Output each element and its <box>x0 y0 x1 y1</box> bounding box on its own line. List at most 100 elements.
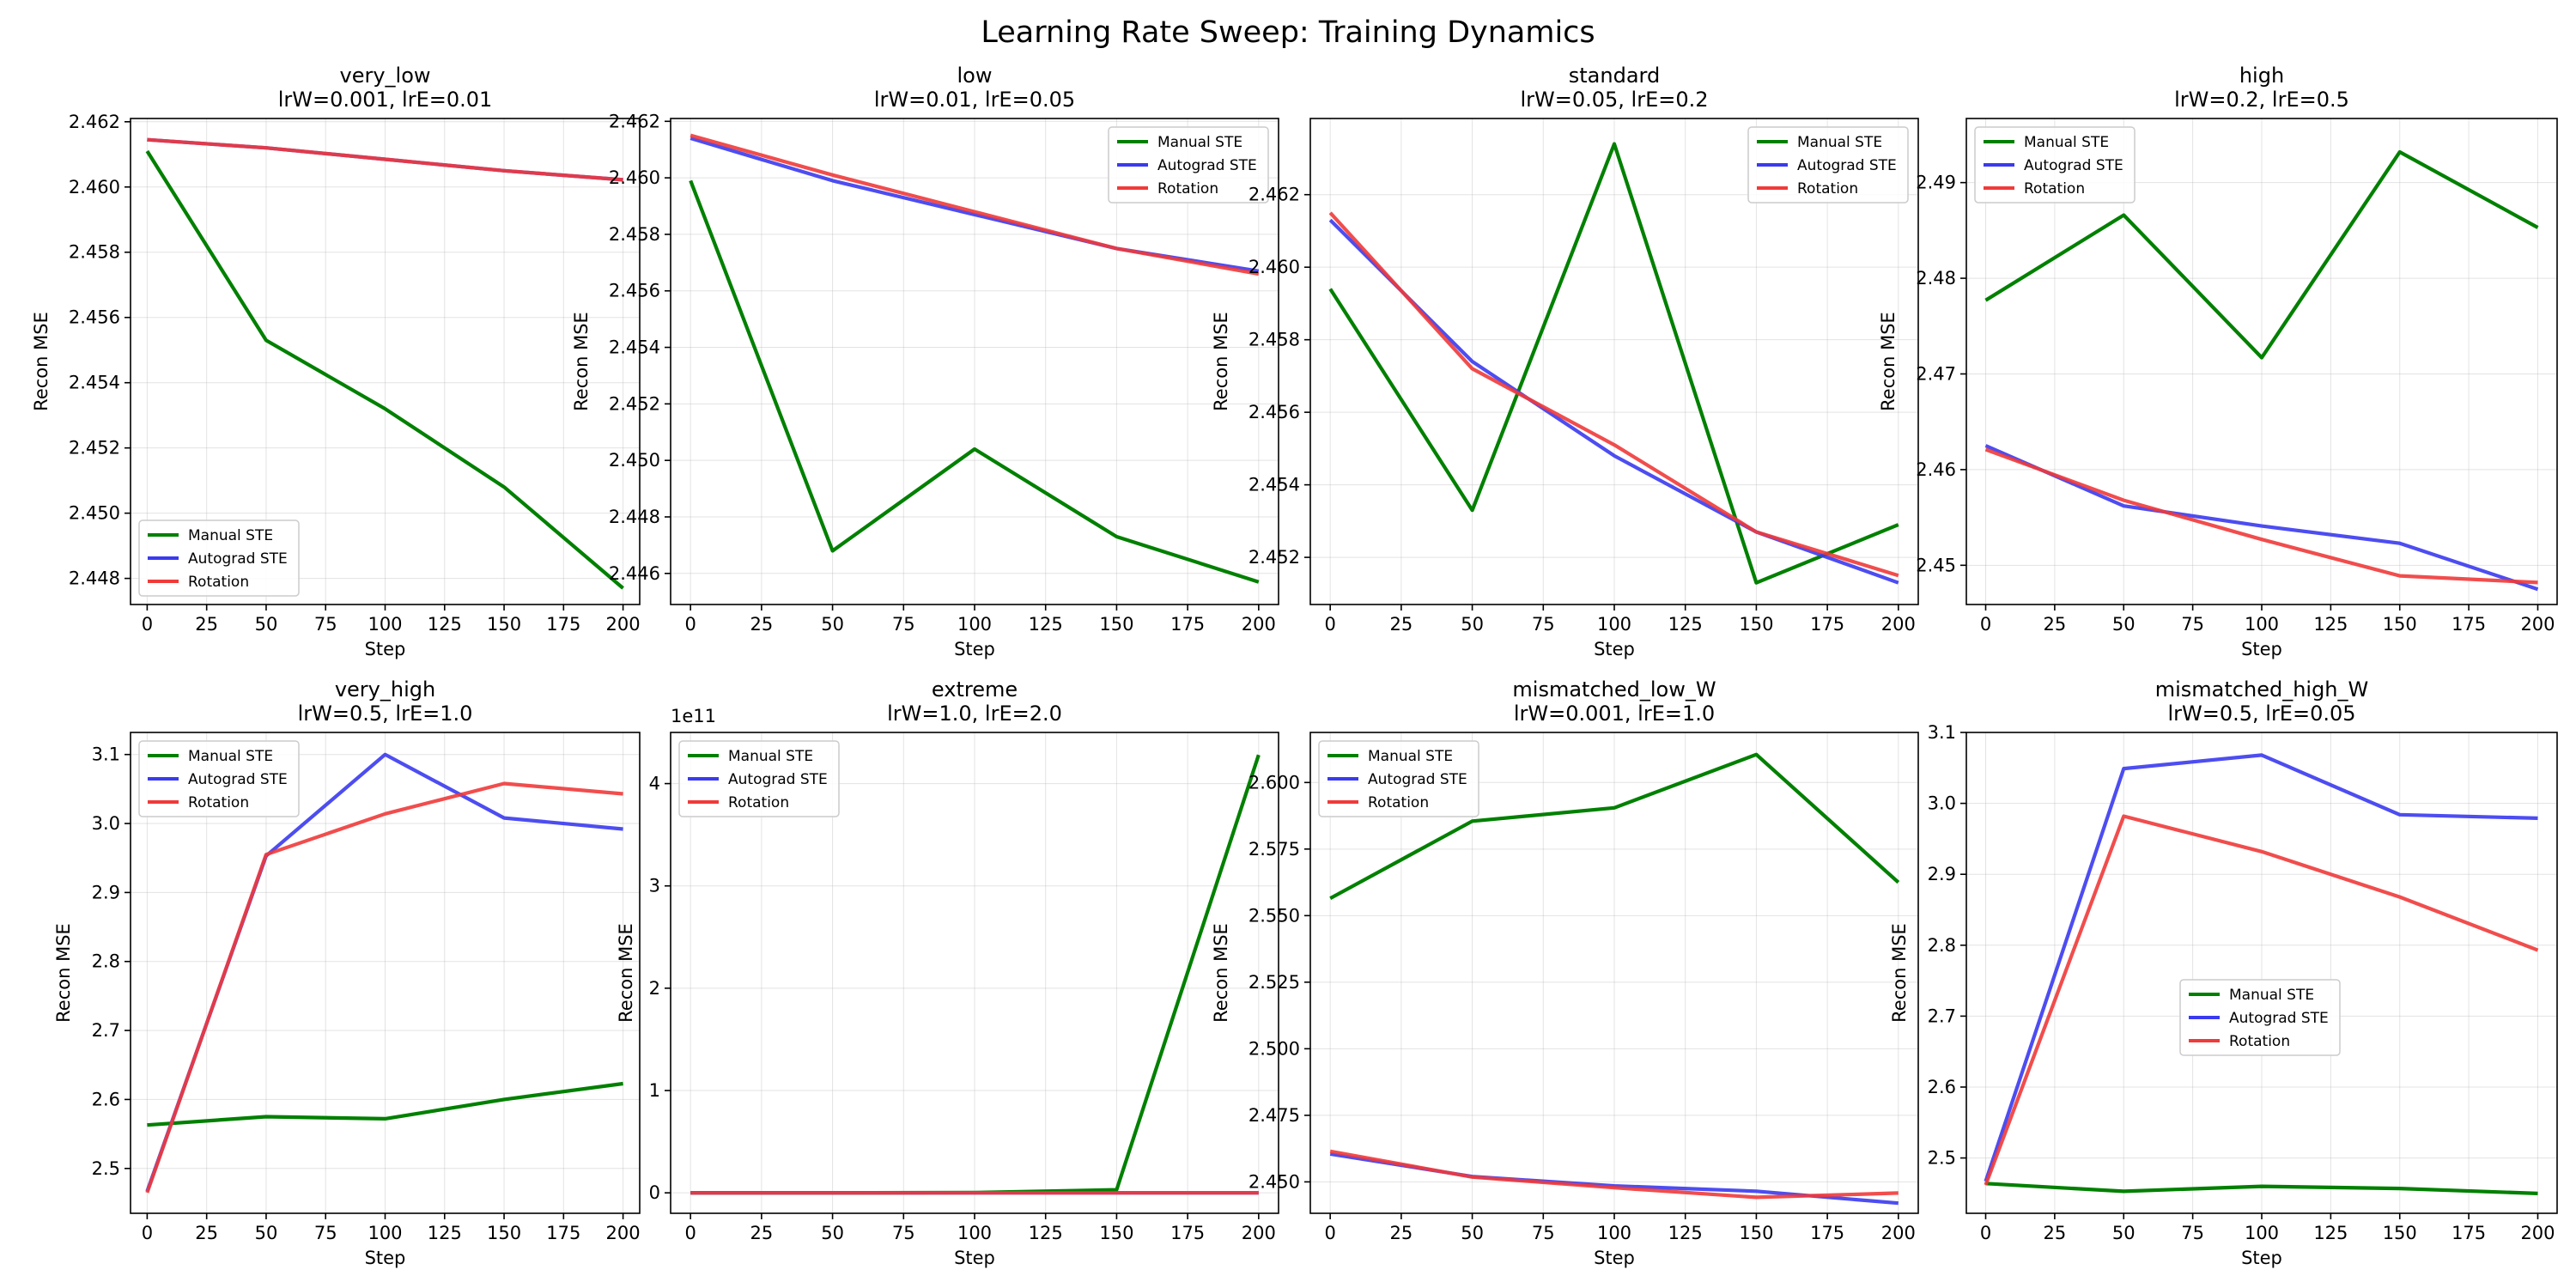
y-tick-label: 2.460 <box>69 177 120 197</box>
y-axis-label: Recon MSE <box>1889 923 1910 1023</box>
x-tick-label: 100 <box>2245 1223 2279 1243</box>
series-line-autograd-ste <box>1984 753 2538 1182</box>
x-tick-label: 100 <box>368 614 402 635</box>
x-tick-label: 200 <box>1242 1223 1276 1243</box>
legend-label: Manual STE <box>728 748 813 765</box>
y-tick-label: 2.456 <box>609 281 660 301</box>
legend-label: Rotation <box>2024 180 2085 197</box>
x-tick-label: 0 <box>1980 614 1991 635</box>
y-tick-label: 3.1 <box>92 744 120 765</box>
y-tick-label: 2.600 <box>1249 772 1300 793</box>
x-tick-label: 200 <box>606 1223 641 1243</box>
series-line-manual-ste <box>147 1081 623 1127</box>
y-tick-label: 2.5 <box>1928 1148 1956 1169</box>
subplot-mismatched_low_W: 0 25 50 75 100 125 150 175 200 2.450 2.475 2.500 2.5… <box>1211 677 1919 1268</box>
series-line-manual-ste <box>1328 142 1899 585</box>
x-tick-label: 100 <box>1597 614 1631 635</box>
subplot-subtitle: lrW=0.05, lrE=0.2 <box>1520 88 1708 112</box>
x-tick-label: 125 <box>1668 1223 1703 1243</box>
y-tick-label: 2.452 <box>609 393 660 414</box>
y-tick-label: 2.49 <box>1916 173 1956 193</box>
subplot-subtitle: lrW=0.2, lrE=0.5 <box>2174 88 2349 112</box>
subplot-title: mismatched_high_W <box>2155 677 2369 702</box>
x-tick-label: 150 <box>2383 1223 2417 1243</box>
x-tick-label: 100 <box>1597 1223 1631 1243</box>
x-tick-label: 25 <box>2044 614 2067 635</box>
x-tick-label: 125 <box>2313 614 2348 635</box>
y-tick-label: 2.6 <box>1928 1077 1956 1097</box>
x-axis-label: Step <box>954 1248 995 1268</box>
series-line-manual-ste <box>145 149 624 590</box>
legend-label: Manual STE <box>1797 134 1882 151</box>
x-tick-label: 150 <box>1099 1223 1133 1243</box>
legend-label: Autograd STE <box>1797 157 1897 174</box>
y-tick-label: 3 <box>649 876 660 896</box>
x-tick-label: 200 <box>1881 614 1916 635</box>
subplot-title: extreme <box>932 677 1018 702</box>
y-tick-label: 2.450 <box>69 503 120 524</box>
x-tick-label: 75 <box>892 614 915 635</box>
y-axis-label: Recon MSE <box>53 923 74 1023</box>
y-tick-label: 4 <box>649 774 660 794</box>
legend-label: Manual STE <box>188 748 273 765</box>
series-line-rotation <box>1329 1149 1899 1200</box>
x-tick-label: 75 <box>314 614 337 635</box>
y-tick-label: 2.8 <box>1928 935 1956 956</box>
y-tick-label: 2.7 <box>1928 1005 1956 1026</box>
y-tick-label: 2.7 <box>92 1020 120 1041</box>
y-tick-label: 2.6 <box>92 1089 120 1109</box>
x-tick-label: 150 <box>1739 1223 1773 1243</box>
y-tick-label: 2.45 <box>1916 555 1956 575</box>
x-tick-label: 25 <box>1390 1223 1413 1243</box>
legend-label: Manual STE <box>1157 134 1242 151</box>
subplot-title: very_low <box>339 64 430 88</box>
x-tick-label: 50 <box>821 1223 844 1243</box>
x-tick-label: 50 <box>2112 1223 2136 1243</box>
legend-label: Manual STE <box>188 527 273 544</box>
legend-label: Rotation <box>1797 180 1858 197</box>
y-tick-label: 2.456 <box>69 307 120 328</box>
legend-label: Autograd STE <box>1157 157 1257 174</box>
y-tick-label: 2.5 <box>92 1158 120 1179</box>
x-tick-label: 125 <box>428 1223 462 1243</box>
x-axis-label: Step <box>2241 1248 2282 1268</box>
x-tick-label: 0 <box>684 1223 696 1243</box>
x-tick-label: 75 <box>314 1223 337 1243</box>
x-tick-label: 175 <box>1810 614 1844 635</box>
y-tick-label: 2.458 <box>69 242 120 263</box>
x-tick-label: 200 <box>2520 1223 2555 1243</box>
x-tick-label: 175 <box>1810 1223 1844 1243</box>
subplot-title: very_high <box>335 677 435 702</box>
x-axis-label: Step <box>954 639 995 659</box>
y-tick-label: 2.500 <box>1249 1038 1300 1059</box>
legend-box <box>2179 979 2341 1056</box>
x-tick-label: 75 <box>1532 1223 1555 1243</box>
y-tick-label: 3.0 <box>1928 793 1956 814</box>
y-tick-label: 2.450 <box>1249 1171 1300 1192</box>
subplot-title: mismatched_low_W <box>1512 677 1716 702</box>
x-tick-label: 0 <box>1324 614 1335 635</box>
y-axis-label: Recon MSE <box>571 312 592 411</box>
legend-label: Autograd STE <box>188 550 288 568</box>
x-tick-label: 50 <box>1461 1223 1484 1243</box>
y-tick-label: 2.452 <box>1249 547 1300 568</box>
y-tick-label: 2.550 <box>1249 905 1300 926</box>
legend-label: Rotation <box>1157 180 1218 197</box>
legend-label: Autograd STE <box>188 771 288 788</box>
x-tick-label: 200 <box>1242 614 1276 635</box>
y-tick-label: 0 <box>649 1182 660 1203</box>
x-tick-label: 0 <box>1980 1223 1991 1243</box>
x-tick-label: 125 <box>1029 614 1063 635</box>
legend-label: Rotation <box>188 574 249 591</box>
y-tick-label: 2.462 <box>69 112 120 132</box>
x-tick-label: 175 <box>1170 1223 1205 1243</box>
legend: Manual STE Autograd STE Rotation <box>138 740 300 817</box>
subplot-title: low <box>957 64 993 88</box>
x-tick-label: 100 <box>957 1223 992 1243</box>
x-tick-label: 25 <box>195 1223 218 1243</box>
y-axis-label: Recon MSE <box>1878 312 1899 411</box>
x-tick-label: 175 <box>1170 614 1205 635</box>
y-tick-label: 2.575 <box>1249 839 1300 860</box>
subplot-subtitle: lrW=0.5, lrE=1.0 <box>298 702 473 726</box>
legend-label: Manual STE <box>2024 134 2109 151</box>
